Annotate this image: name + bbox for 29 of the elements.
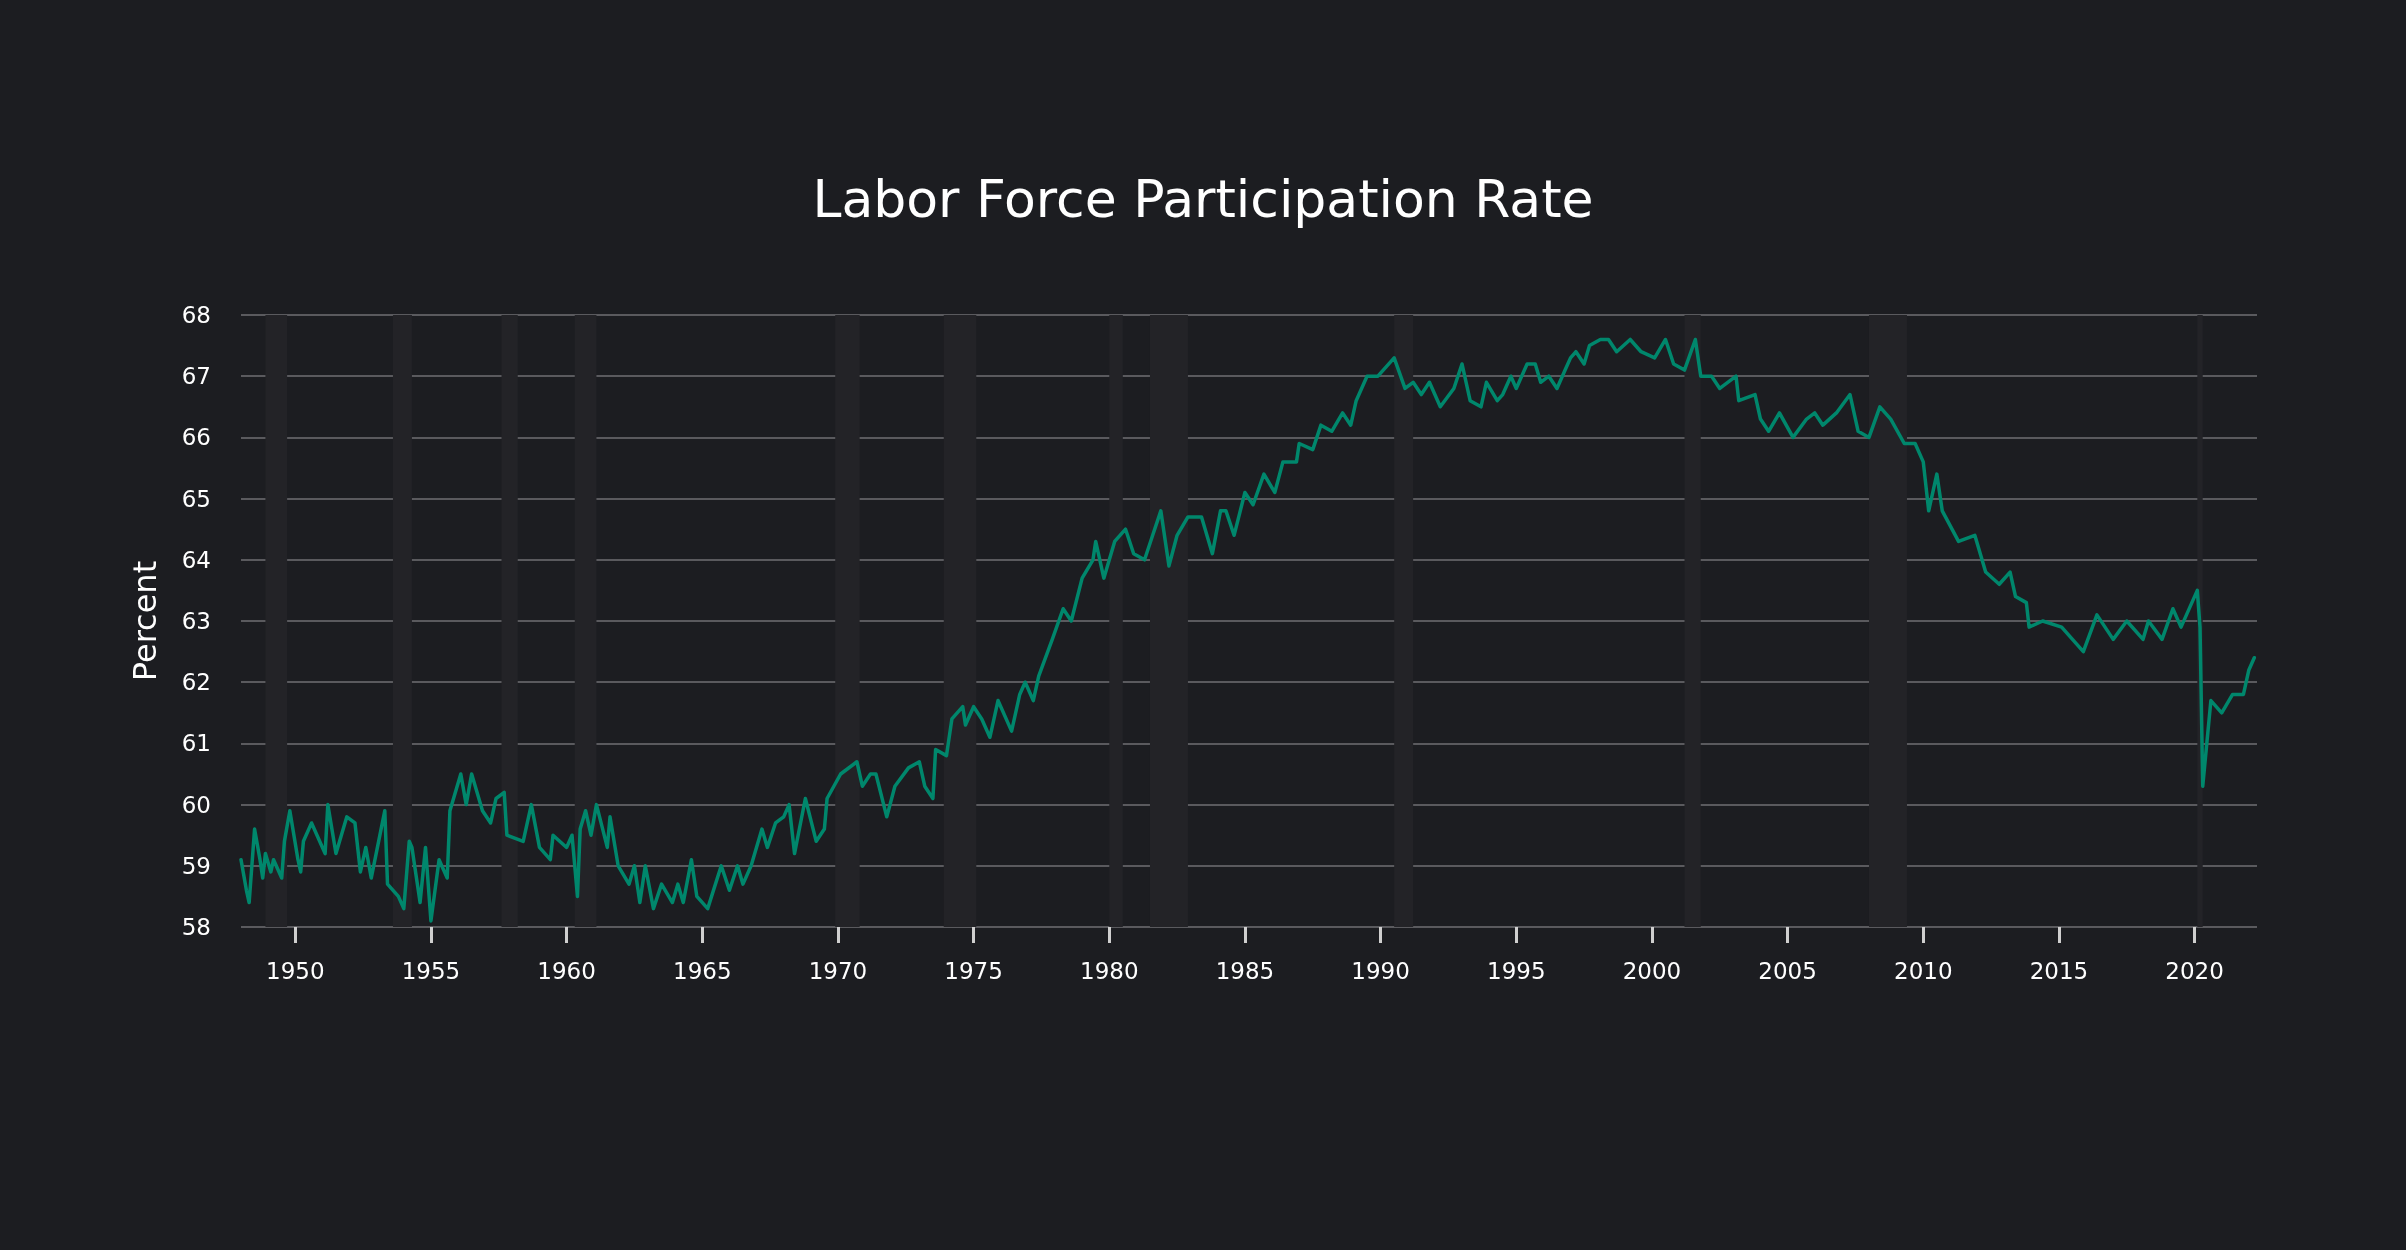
chart-title: Labor Force Participation Rate [812,169,1594,229]
x-tick-label: 1965 [672,957,732,984]
y-tick-label: 64 [181,546,211,573]
x-tick-label: 1995 [1486,957,1546,984]
x-tick-label: 1960 [537,957,596,984]
y-tick-label: 58 [181,914,211,940]
x-tick-label: 1955 [401,957,461,984]
x-tick-label: 2020 [2165,957,2224,984]
x-tick-label: 1985 [1215,957,1275,984]
x-tick-label: 2015 [2029,957,2089,984]
x-tick-label: 2005 [1758,957,1817,984]
x-tick-label: 2000 [1622,957,1682,984]
y-tick-label: 67 [181,363,211,390]
x-tick-label: 2010 [1893,957,1953,984]
y-tick-label: 65 [181,485,211,512]
y-tick-label: 59 [181,852,211,879]
y-tick-label: 68 [181,302,211,328]
x-tick-label: 1950 [265,957,325,984]
x-tick-label: 1970 [808,957,868,984]
y-tick-label: 61 [181,730,211,757]
y-tick-label: 62 [181,669,211,696]
y-tick-label: 66 [181,424,211,451]
y-axis-title: Percent [126,560,164,682]
line-series [239,337,2257,923]
y-tick-label: 60 [181,791,211,818]
x-tick-label: 1990 [1351,957,1410,984]
y-tick-label: 63 [181,608,211,634]
x-tick-label: 1980 [1079,957,1139,984]
x-tick-label: 1975 [944,957,1003,984]
